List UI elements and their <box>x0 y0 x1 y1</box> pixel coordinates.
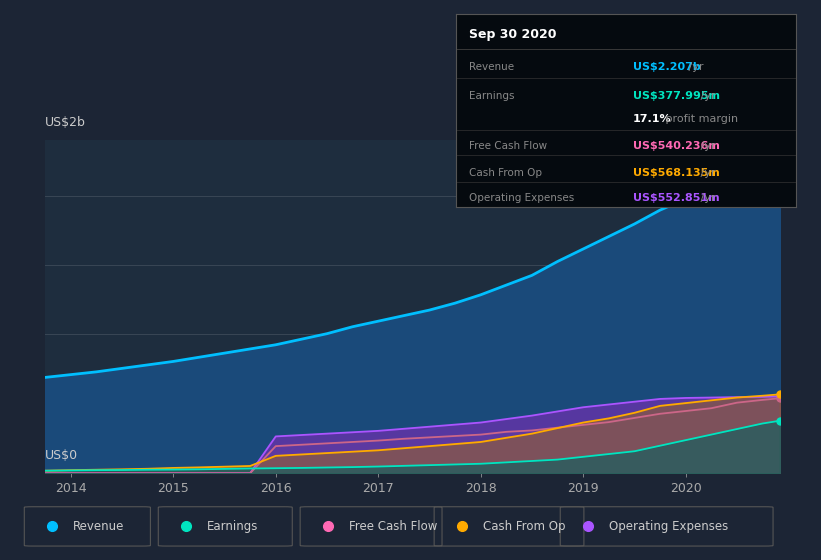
Text: profit margin: profit margin <box>662 114 738 124</box>
Bar <box>660 140 780 473</box>
Text: Free Cash Flow: Free Cash Flow <box>349 520 438 533</box>
Text: 17.1%: 17.1% <box>633 114 672 124</box>
Text: US$2b: US$2b <box>45 116 86 129</box>
Text: /yr: /yr <box>696 141 715 151</box>
Text: US$377.995m: US$377.995m <box>633 91 720 101</box>
Text: Sep 30 2020: Sep 30 2020 <box>470 27 557 40</box>
Text: Cash From Op: Cash From Op <box>470 168 543 178</box>
Text: US$552.851m: US$552.851m <box>633 193 719 203</box>
Text: Operating Expenses: Operating Expenses <box>470 193 575 203</box>
Text: Earnings: Earnings <box>207 520 259 533</box>
Text: US$568.135m: US$568.135m <box>633 168 719 178</box>
Text: US$540.236m: US$540.236m <box>633 141 720 151</box>
Text: US$2.207b: US$2.207b <box>633 62 700 72</box>
Text: Revenue: Revenue <box>73 520 125 533</box>
Text: /yr: /yr <box>685 62 704 72</box>
Text: Operating Expenses: Operating Expenses <box>609 520 728 533</box>
Text: Revenue: Revenue <box>470 62 515 72</box>
Text: /yr: /yr <box>696 168 715 178</box>
Text: /yr: /yr <box>696 193 715 203</box>
Text: Cash From Op: Cash From Op <box>483 520 566 533</box>
Text: Earnings: Earnings <box>470 91 515 101</box>
Text: Free Cash Flow: Free Cash Flow <box>470 141 548 151</box>
Text: US$0: US$0 <box>45 449 78 462</box>
Text: /yr: /yr <box>696 91 715 101</box>
